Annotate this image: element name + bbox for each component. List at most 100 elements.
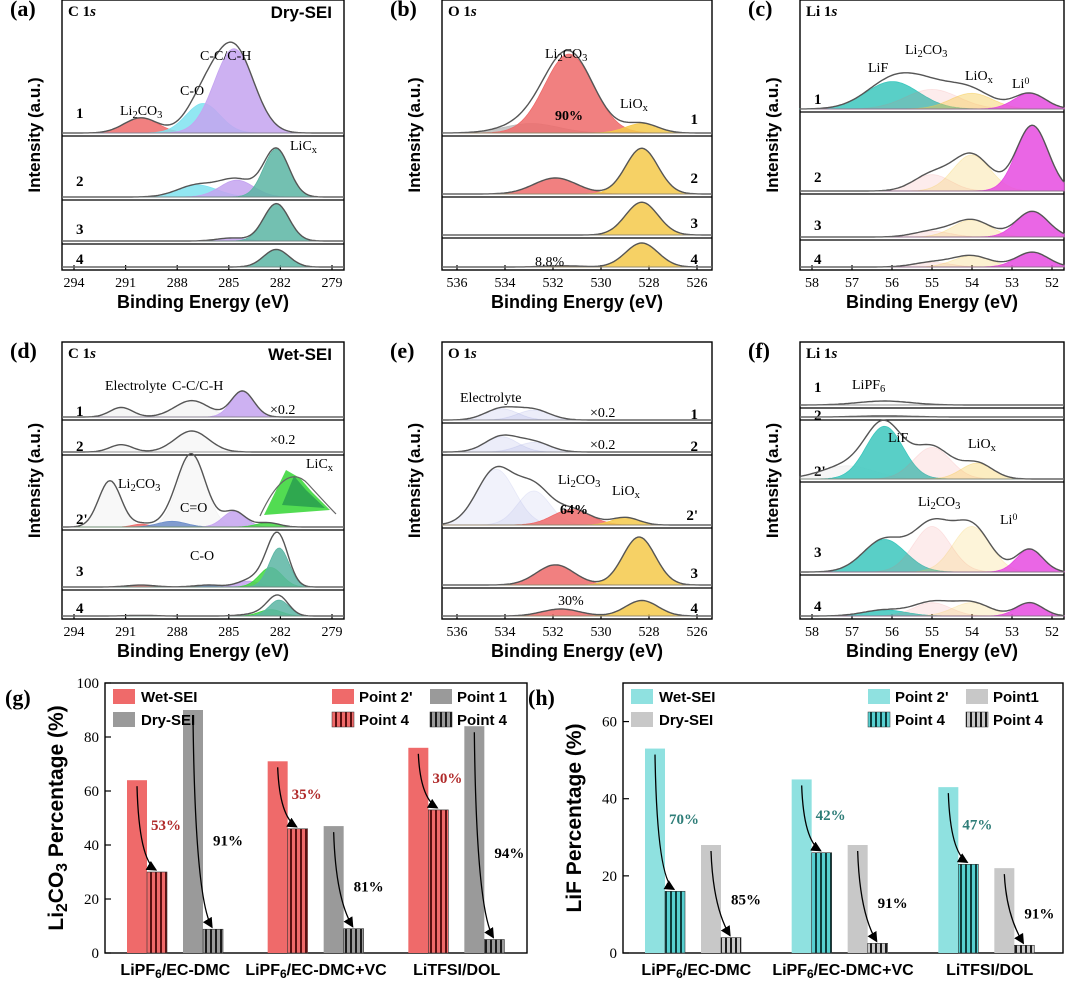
decrease-arrow xyxy=(192,715,213,929)
x-tick-label: 54 xyxy=(965,625,979,640)
x-tick-label: 288 xyxy=(167,276,188,291)
envelope-curve xyxy=(62,202,344,242)
row-label: 3 xyxy=(691,566,699,582)
x-tick-label: 534 xyxy=(495,276,516,291)
x-tick-label: 57 xyxy=(845,625,859,640)
decrease-arrow xyxy=(710,850,731,937)
peak-annotation: LiCx xyxy=(306,457,334,474)
row-label: 3 xyxy=(76,564,84,580)
peak-annotation: Li0 xyxy=(1000,512,1017,528)
fit-component xyxy=(62,430,344,453)
row-label: 3 xyxy=(814,545,822,561)
x-axis-label: Binding Energy (eV) xyxy=(846,292,1018,312)
legend-label: Point 4 xyxy=(457,712,508,729)
x-axis-label: Binding Energy (eV) xyxy=(846,641,1018,661)
panel-label: (b) xyxy=(390,0,417,21)
decrease-arrow xyxy=(136,786,158,871)
bar xyxy=(811,852,832,954)
y-tick-label: 0 xyxy=(92,946,100,962)
x-tick-label: 291 xyxy=(115,625,136,640)
envelope-curve xyxy=(62,248,344,268)
x-tick-label: 58 xyxy=(805,276,819,291)
dry-drop-label: 94% xyxy=(494,846,524,862)
plot-frame xyxy=(61,0,345,271)
row-label: 1 xyxy=(814,92,822,108)
peak-annotation: Li0 xyxy=(1012,76,1029,92)
bar xyxy=(484,939,505,954)
dry-drop-label: 81% xyxy=(354,880,384,896)
legend-label: Wet-SEI xyxy=(659,689,715,706)
envelope-curve xyxy=(800,72,1065,110)
y-axis-label: LiF Percentage (%) xyxy=(563,723,586,912)
x-tick-label: 528 xyxy=(639,276,660,291)
x-tick-label: 534 xyxy=(495,625,516,640)
bar xyxy=(1014,944,1035,954)
panel-label: (g) xyxy=(5,685,31,710)
row-label: 2 xyxy=(76,174,84,190)
x-tick-label: 532 xyxy=(543,276,564,291)
x-axis-label: Binding Energy (eV) xyxy=(491,292,663,312)
x-axis-label: Binding Energy (eV) xyxy=(117,292,289,312)
peak-annotation: C-O xyxy=(180,84,204,99)
bar xyxy=(343,928,364,954)
wet-drop-label: 70% xyxy=(669,812,699,828)
y-tick-label: 100 xyxy=(77,676,100,692)
xps-panels-layer: (a) C 1s Dry-SEI 294 291 288 285 282 279 Binding … xyxy=(10,0,1065,661)
peak-annotation: ×0.2 xyxy=(590,438,615,453)
row-label: 3 xyxy=(691,216,699,232)
legend-label: Point 2' xyxy=(359,689,413,706)
panel-b: (b) O 1s 536 534 532 530 528 526 Binding Energy … xyxy=(390,0,713,312)
category-label: LiPF6/EC-DMC xyxy=(120,962,230,981)
decrease-arrow xyxy=(1003,874,1025,945)
wet-drop-label: 47% xyxy=(962,818,992,834)
legend-swatch xyxy=(331,711,355,728)
bar xyxy=(791,779,812,953)
x-tick-label: 294 xyxy=(64,276,85,291)
y-axis-label: Intensity (a.u.) xyxy=(763,423,782,538)
legend-swatch xyxy=(868,689,890,704)
row-label: 2 xyxy=(814,408,822,424)
x-tick-label: 528 xyxy=(639,625,660,640)
y-axis-label: Intensity (a.u.) xyxy=(25,77,44,192)
legend-swatch xyxy=(113,712,135,727)
row-label: 1 xyxy=(76,404,84,420)
y-tick-label: 40 xyxy=(84,838,99,854)
x-tick-label: 52 xyxy=(1045,625,1059,640)
bar xyxy=(847,845,868,953)
y-axis-label: Li2CO3 Percentage (%) xyxy=(45,705,71,930)
x-tick-label: 532 xyxy=(543,625,564,640)
row-label: 2 xyxy=(691,439,699,455)
wet-drop-label: 42% xyxy=(816,808,846,824)
row-label: 2 xyxy=(814,170,822,186)
x-tick-label: 53 xyxy=(1005,625,1019,640)
peak-annotation: Li2CO3 xyxy=(558,473,600,490)
y-tick-label: 60 xyxy=(602,715,617,731)
y-axis-label: Intensity (a.u.) xyxy=(25,423,44,538)
x-tick-label: 53 xyxy=(1005,276,1019,291)
peak-annotation: C-O xyxy=(190,549,214,564)
panel-label: (d) xyxy=(10,338,37,363)
legend-swatch xyxy=(429,711,453,728)
y-axis-label: Intensity (a.u.) xyxy=(405,423,424,538)
peak-annotation: 64% xyxy=(560,503,588,518)
legend-swatch xyxy=(867,711,891,728)
x-tick-label: 294 xyxy=(64,625,85,640)
bar xyxy=(287,828,308,954)
peak-annotation: Li2CO3 xyxy=(120,104,162,121)
panel-c: (c) Li 1s 58 57 56 55 54 53 52 Binding Energy (eV… xyxy=(748,0,1065,312)
bar xyxy=(664,890,686,954)
plot-frame xyxy=(61,341,345,620)
decrease-arrow xyxy=(857,850,878,943)
row-label: 4 xyxy=(76,252,84,268)
panel-label: (f) xyxy=(748,338,770,363)
sei-title: Dry-SEI xyxy=(271,3,332,22)
y-axis-label: Intensity (a.u.) xyxy=(763,77,782,192)
legend-swatch xyxy=(965,711,989,728)
peak-annotation: LiOx xyxy=(612,484,641,501)
x-tick-label: 282 xyxy=(270,276,291,291)
x-tick-label: 56 xyxy=(885,276,899,291)
legend-label: Wet-SEI xyxy=(141,689,197,706)
panel-label: (e) xyxy=(390,338,414,363)
envelope-curve xyxy=(62,41,344,134)
decrease-arrow xyxy=(417,753,439,809)
